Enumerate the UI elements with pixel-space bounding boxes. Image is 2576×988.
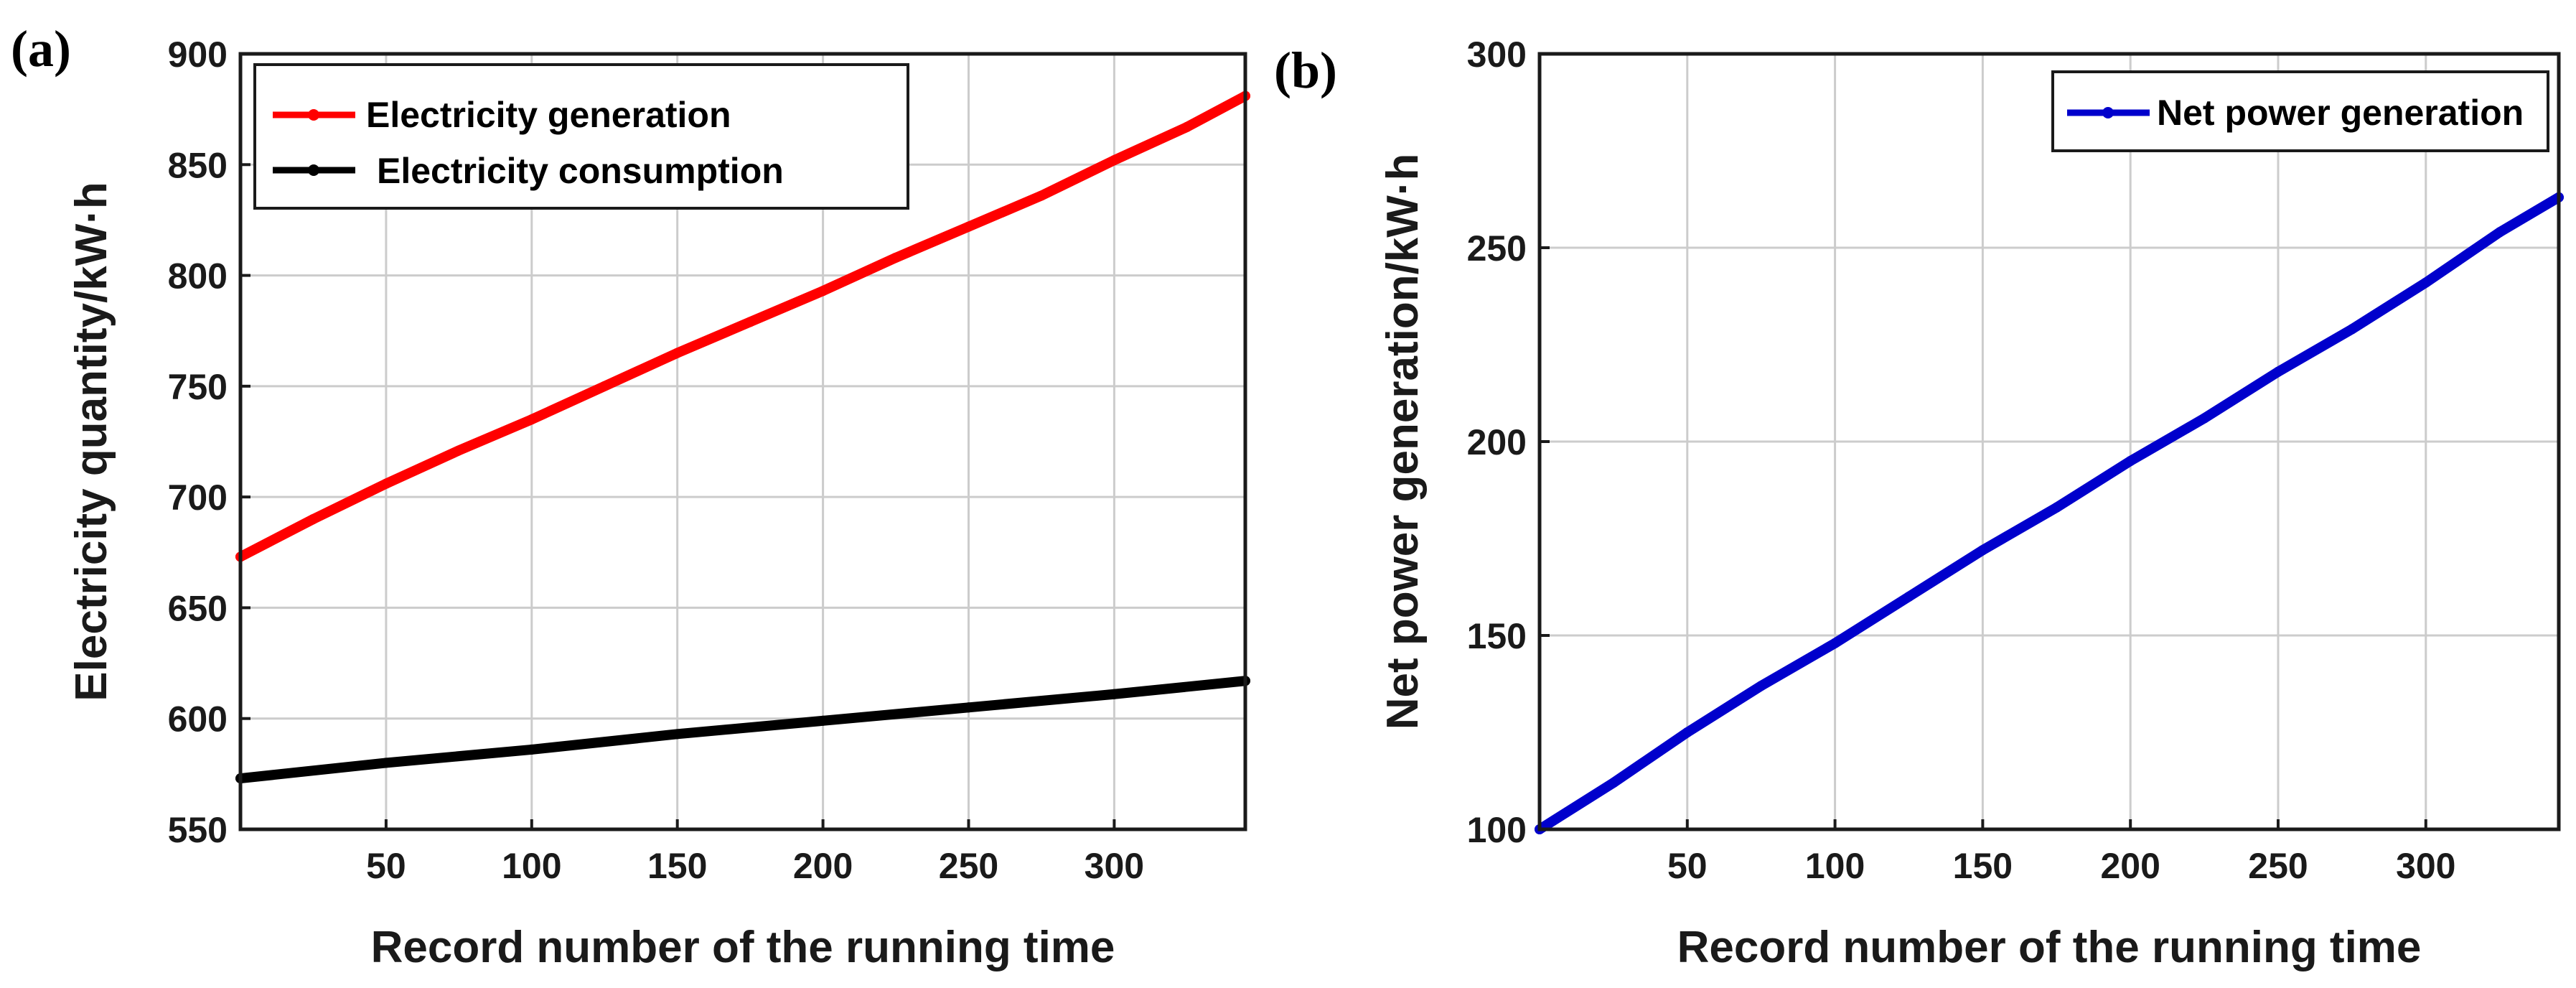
panel-b-y-ticks: 100 150 200 250 300 <box>1467 34 1550 850</box>
y-tick-label-750: 750 <box>168 367 228 407</box>
data-point-net-power-generation-6 <box>1977 545 1988 556</box>
data-point-net-power-generation-8 <box>2125 456 2136 466</box>
panel-a-frame <box>238 52 1247 831</box>
x-tick-label-250: 250 <box>2248 846 2308 886</box>
data-point-electricity-generation-3 <box>454 445 464 456</box>
panel-a-y-axis-title: Electricity quantity/kW·h <box>67 182 116 701</box>
data-point-net-power-generation-12 <box>2420 277 2431 288</box>
data-point-electricity-consumption-4 <box>818 715 828 726</box>
data-point-net-power-generation-2 <box>1682 727 1692 737</box>
x-tick-label-100: 100 <box>1805 846 1865 886</box>
x-tick-label-300: 300 <box>1085 846 1144 886</box>
y-tick-label-150: 150 <box>1467 616 1527 656</box>
x-tick-label-200: 200 <box>793 846 853 886</box>
data-point-electricity-generation-13 <box>1181 121 1192 132</box>
x-tick-label-200: 200 <box>2100 846 2160 886</box>
legend-marker-net-power-generation <box>2102 107 2114 118</box>
legend-marker-electricity-consumption <box>308 164 319 176</box>
data-point-electricity-generation-9 <box>891 252 901 263</box>
series-line-electricity-consumption <box>235 676 1250 784</box>
x-tick-label-50: 50 <box>366 846 406 886</box>
data-point-electricity-consumption-5 <box>963 702 974 713</box>
x-tick-label-100: 100 <box>502 846 561 886</box>
x-tick-label-150: 150 <box>647 846 707 886</box>
data-point-electricity-generation-4 <box>526 414 537 425</box>
y-tick-label-650: 650 <box>168 588 228 628</box>
panel-b-y-axis-title: Net power generation/kW·h <box>1378 154 1428 730</box>
data-point-net-power-generation-9 <box>2199 413 2210 424</box>
panel-a-y-ticks: 550 600 650 700 750 800 850 900 <box>168 34 250 850</box>
legend-marker-electricity-generation <box>308 109 319 121</box>
data-point-electricity-generation-7 <box>745 317 756 327</box>
panel-a-legend-box <box>253 63 909 210</box>
y-tick-label-800: 800 <box>168 256 228 297</box>
y-tick-label-100: 100 <box>1467 810 1527 850</box>
series-line-net-power-generation <box>1535 192 2564 834</box>
y-tick-label-550: 550 <box>168 810 228 850</box>
y-tick-label-200: 200 <box>1467 422 1527 462</box>
legend-label-net-power-generation: Net power generation <box>2157 93 2524 133</box>
data-point-net-power-generation-3 <box>1756 681 1766 691</box>
panel-b-x-ticks: 50 100 150 200 250 300 <box>1667 819 2456 886</box>
panel-a-x-ticks: 50 100 150 200 250 300 <box>366 819 1144 886</box>
data-point-electricity-generation-6 <box>672 348 683 358</box>
data-point-net-power-generation-1 <box>1608 778 1619 788</box>
y-tick-label-700: 700 <box>168 477 228 518</box>
data-point-electricity-generation-12 <box>1109 155 1120 166</box>
panel-b-x-axis-title: Record number of the running time <box>1677 923 2422 972</box>
panel-b: (b) 50 100 150 200 250 300 100 150 200 250 300 Re… <box>1274 34 2564 972</box>
data-point-electricity-consumption-2 <box>526 744 537 755</box>
x-tick-label-50: 50 <box>1667 846 1708 886</box>
panel-b-legend-box <box>2051 70 2549 152</box>
data-point-net-power-generation-11 <box>2346 324 2357 335</box>
data-point-net-power-generation-7 <box>2051 502 2062 513</box>
y-tick-label-850: 850 <box>168 145 228 185</box>
panel-b-series <box>1535 192 2564 834</box>
data-point-net-power-generation-4 <box>1830 638 1840 648</box>
x-tick-label-300: 300 <box>2396 846 2455 886</box>
data-point-electricity-generation-11 <box>1036 190 1046 201</box>
panel-b-legend: Net power generation <box>2051 70 2549 152</box>
data-point-electricity-generation-10 <box>963 221 974 232</box>
data-point-electricity-generation-2 <box>380 478 391 489</box>
panel-a-legend: Electricity generation Electricity consu… <box>253 63 909 210</box>
panel-label-b: (b) <box>1274 42 1337 99</box>
data-point-electricity-consumption-1 <box>380 758 391 768</box>
data-point-electricity-generation-5 <box>599 381 610 391</box>
data-point-net-power-generation-10 <box>2272 366 2283 377</box>
panel-a: (a) 50 100 150 200 250 300 550 600 650 700 750 800… <box>11 20 1250 972</box>
panel-a-x-axis-title: Record number of the running time <box>371 923 1115 972</box>
panel-label-a: (a) <box>11 20 71 78</box>
panel-b-grid <box>1540 54 2559 829</box>
data-point-electricity-consumption-6 <box>1109 689 1120 699</box>
y-tick-label-250: 250 <box>1467 228 1527 269</box>
data-point-electricity-generation-8 <box>818 286 828 297</box>
y-tick-label-300: 300 <box>1467 34 1527 75</box>
legend-label-electricity-generation: Electricity generation <box>366 95 731 135</box>
panel-a-series <box>235 90 1250 784</box>
data-point-net-power-generation-13 <box>2494 227 2505 238</box>
x-tick-label-250: 250 <box>939 846 998 886</box>
legend-label-electricity-consumption: Electricity consumption <box>377 151 784 191</box>
data-point-net-power-generation-5 <box>1903 592 1914 602</box>
x-tick-label-150: 150 <box>1953 846 2013 886</box>
y-tick-label-600: 600 <box>168 699 228 740</box>
data-point-electricity-generation-1 <box>308 514 319 524</box>
data-point-electricity-consumption-3 <box>672 729 683 740</box>
y-tick-label-900: 900 <box>168 34 228 75</box>
